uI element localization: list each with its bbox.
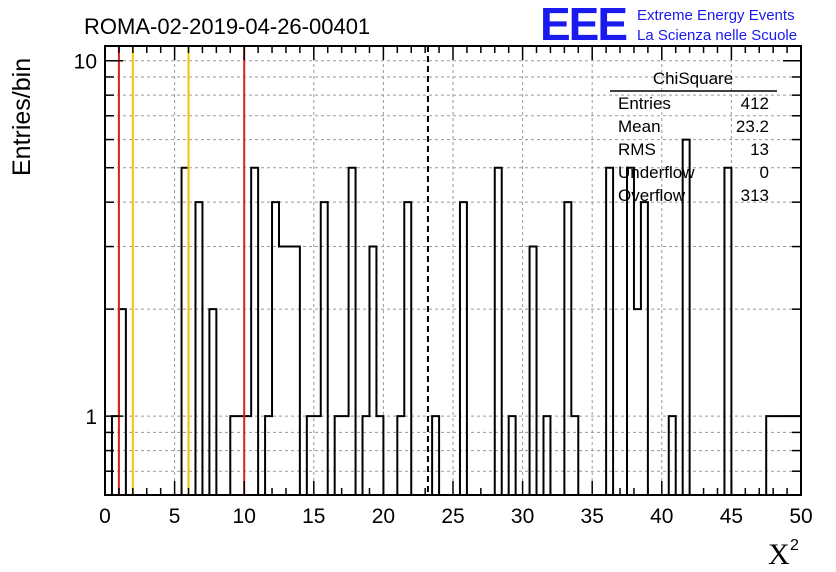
histogram-bin-32	[571, 416, 578, 495]
histogram-bin-20	[363, 416, 370, 495]
stats-label-overflow: Overflow	[618, 186, 686, 205]
eee-logo: EEE Extreme Energy Events La Scienza nel…	[540, 0, 797, 50]
logo-mark: EEE	[540, 0, 626, 50]
histogram-bin-4	[209, 309, 216, 495]
x-tick-label-0: 0	[99, 505, 111, 528]
histogram-bin-21	[369, 247, 376, 495]
reference-lines	[117, 46, 429, 495]
axes: 0 5 10 15 20 25 30 35 40 45 50 1 10	[74, 45, 813, 528]
histogram-bin-7	[244, 416, 251, 495]
histogram-bin-37	[669, 416, 676, 495]
stats-label-underflow: Underflow	[618, 163, 695, 182]
stats-value-rms: 13	[750, 140, 769, 159]
histogram-bin-11	[279, 247, 286, 495]
histogram-bin-23	[397, 416, 404, 495]
stats-value-mean: 23.2	[736, 117, 769, 136]
y-tick-label-0: 1	[85, 406, 97, 429]
histogram-bin-3	[195, 202, 202, 495]
stats-value-overflow: 313	[741, 186, 769, 205]
stats-box: ChiSquare Entries 412 Mean 23.2 RMS 13 U…	[610, 69, 777, 205]
x-tick-label-3: 15	[302, 505, 325, 528]
x-tick-label-2: 10	[233, 505, 256, 528]
x-tick-label-10: 50	[789, 505, 812, 528]
x-axis-label-main: X	[768, 538, 790, 571]
histogram-bin-36	[641, 202, 648, 495]
histogram-bin-34	[627, 168, 634, 495]
histogram-bin-39	[724, 168, 731, 495]
x-tick-label-7: 35	[581, 505, 604, 528]
histogram-bin-44	[794, 416, 801, 495]
histogram-bin-19	[349, 168, 356, 495]
histogram-bin-43	[787, 416, 794, 495]
histogram-bin-17	[335, 416, 342, 495]
histogram-bin-35	[634, 309, 641, 495]
y-tick-label-1: 10	[74, 51, 97, 74]
histogram-bin-14	[307, 416, 314, 495]
histogram-bin-22	[376, 416, 383, 495]
histogram-bin-28	[509, 416, 516, 495]
stats-label-rms: RMS	[618, 140, 656, 159]
y-axis-label: Entries/bin	[8, 58, 36, 176]
histogram-bin-24	[404, 202, 411, 495]
histogram-bin-26	[460, 202, 467, 495]
histogram-bin-27	[495, 168, 502, 495]
x-tick-label-4: 20	[372, 505, 395, 528]
stats-value-underflow: 0	[760, 163, 769, 182]
histogram-bin-40	[766, 416, 773, 495]
histogram-bin-1	[119, 309, 126, 495]
histogram-bin-5	[230, 416, 237, 495]
histogram-bin-2	[182, 168, 189, 495]
stats-label-mean: Mean	[618, 117, 661, 136]
histogram-bin-0	[112, 416, 119, 495]
stats-label-entries: Entries	[618, 94, 671, 113]
histogram-bin-15	[314, 416, 321, 495]
histogram-bin-18	[342, 416, 349, 495]
chart-title: ROMA-02-2019-04-26-00401	[84, 14, 370, 39]
x-tick-label-1: 5	[169, 505, 181, 528]
logo-line1: Extreme Energy Events	[637, 7, 795, 24]
histogram-bin-42	[780, 416, 787, 495]
grid-lines	[105, 46, 801, 496]
histogram-bin-13	[293, 247, 300, 495]
x-tick-label-9: 45	[720, 505, 743, 528]
histogram-bin-41	[773, 416, 780, 495]
histogram-bin-16	[321, 202, 328, 495]
x-axis-label-sup: 2	[790, 537, 799, 554]
x-axis-label: X 2	[768, 537, 799, 571]
histogram-bin-10	[272, 202, 279, 495]
histogram-bin-31	[564, 202, 571, 495]
histogram-bin-6	[237, 416, 244, 495]
x-tick-label-8: 40	[650, 505, 673, 528]
histogram-bin-12	[286, 247, 293, 495]
stats-value-entries: 412	[741, 94, 769, 113]
histogram-bin-29	[530, 247, 537, 495]
histogram-bin-9	[265, 416, 272, 495]
x-tick-label-5: 25	[441, 505, 464, 528]
x-tick-label-6: 30	[511, 505, 534, 528]
histogram-bin-30	[543, 416, 550, 495]
logo-line2: La Scienza nelle Scuole	[637, 27, 797, 44]
histogram-bin-33	[606, 168, 613, 495]
stats-box-title: ChiSquare	[653, 69, 733, 88]
histogram-bin-25	[432, 416, 439, 495]
histogram-bin-8	[251, 168, 258, 495]
